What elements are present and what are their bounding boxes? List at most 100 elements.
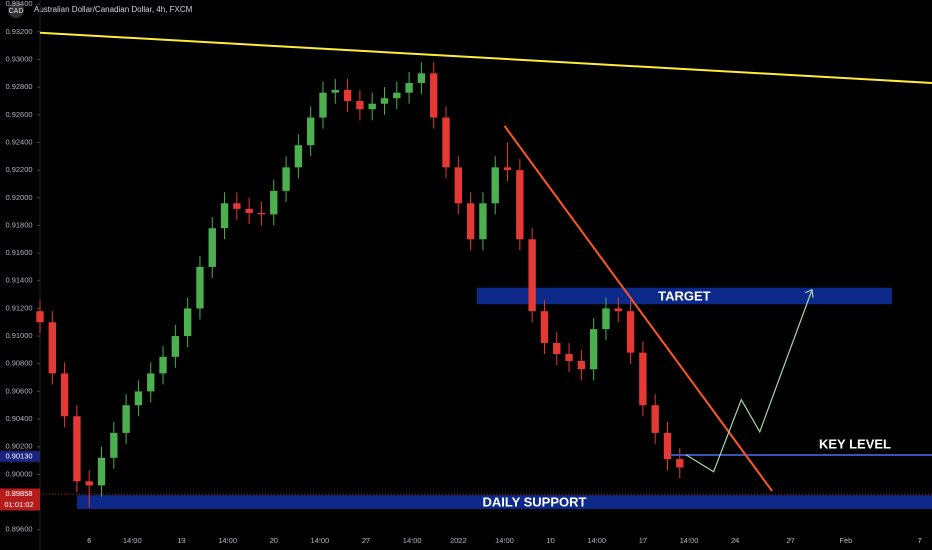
symbol-badge: CAD bbox=[9, 8, 24, 15]
trendline bbox=[39, 31, 932, 84]
projection-path bbox=[685, 289, 813, 473]
y-tick-label: 0.91600 bbox=[5, 248, 32, 257]
candle-body bbox=[233, 203, 241, 209]
candle-body bbox=[319, 92, 327, 118]
y-tick-label: 0.92800 bbox=[5, 82, 32, 91]
candle-body bbox=[417, 73, 426, 83]
y-tick-label: 0.90000 bbox=[5, 469, 32, 478]
candle-body bbox=[380, 98, 389, 104]
candle-body bbox=[220, 203, 229, 229]
candle-body bbox=[540, 311, 549, 343]
candle-body bbox=[306, 117, 315, 146]
candle-body bbox=[491, 167, 499, 204]
y-tick-label: 0.92400 bbox=[5, 137, 32, 146]
price-tag bbox=[0, 450, 40, 462]
x-tick-label: 14:00 bbox=[218, 536, 237, 545]
x-tick-label: 13 bbox=[177, 536, 185, 545]
candle-body bbox=[553, 342, 561, 355]
candle-body bbox=[97, 457, 106, 486]
y-tick-label: 0.92200 bbox=[5, 165, 32, 174]
price-tag-label: 0.89858 bbox=[5, 489, 32, 498]
candle-body bbox=[122, 405, 130, 433]
candle-body bbox=[196, 266, 204, 309]
y-tick-label: 0.90200 bbox=[5, 442, 32, 451]
y-tick-label: 0.90400 bbox=[5, 414, 32, 423]
y-tick-label: 0.93400 bbox=[5, 0, 32, 8]
candle-body bbox=[626, 311, 635, 353]
candle-body bbox=[577, 360, 586, 370]
candle-body bbox=[110, 432, 118, 458]
candle-body bbox=[294, 145, 303, 168]
key-level-label: KEY LEVEL bbox=[819, 436, 891, 451]
candle-body bbox=[147, 373, 155, 392]
candle-body bbox=[73, 416, 81, 482]
price-tag bbox=[0, 488, 40, 511]
candle-body bbox=[466, 203, 475, 240]
candle-body bbox=[208, 228, 216, 267]
y-tick-label: 0.91400 bbox=[5, 276, 32, 285]
candle-body bbox=[405, 82, 413, 93]
candle-body bbox=[183, 308, 192, 337]
x-tick-label: 14:00 bbox=[495, 536, 514, 545]
candle-body bbox=[430, 73, 438, 118]
candle-body bbox=[48, 322, 56, 374]
candle-body bbox=[257, 212, 266, 215]
x-tick-label: 2022 bbox=[450, 536, 467, 545]
y-tick-label: 0.93000 bbox=[5, 54, 32, 63]
symbol-logo bbox=[8, 2, 24, 18]
y-tick-label: 0.91800 bbox=[5, 220, 32, 229]
candle-body bbox=[245, 208, 253, 213]
projection-arrowhead bbox=[804, 288, 814, 298]
candle-body bbox=[159, 356, 167, 374]
x-tick-label: 24 bbox=[731, 536, 739, 545]
candle-body bbox=[676, 459, 684, 468]
zone-label: DAILY SUPPORT bbox=[482, 494, 586, 509]
candle-body bbox=[60, 373, 69, 417]
candle-body bbox=[85, 481, 93, 486]
candle-body bbox=[270, 190, 278, 215]
x-tick-label: 14:00 bbox=[123, 536, 142, 545]
y-tick-label: 0.93200 bbox=[5, 27, 32, 36]
candle-body bbox=[454, 167, 463, 204]
candle-body bbox=[516, 170, 524, 240]
candle-body bbox=[503, 167, 512, 171]
x-tick-label: 14:00 bbox=[587, 536, 606, 545]
countdown: 01:01:02 bbox=[4, 500, 33, 509]
x-tick-label: 17 bbox=[639, 536, 647, 545]
price-tag-label: 0.90130 bbox=[5, 451, 32, 460]
candle-body bbox=[36, 311, 44, 323]
x-tick-label: 10 bbox=[546, 536, 554, 545]
y-tick-label: 0.92600 bbox=[5, 110, 32, 119]
x-tick-label: 7 bbox=[918, 536, 922, 545]
candle-body bbox=[393, 92, 401, 99]
x-tick-label: 14:00 bbox=[680, 536, 699, 545]
candle-body bbox=[331, 89, 339, 93]
candle-body bbox=[368, 103, 376, 110]
y-tick-label: 0.90600 bbox=[5, 386, 32, 395]
candle-body bbox=[663, 432, 672, 460]
x-tick-label: 20 bbox=[270, 536, 278, 545]
chart-title: Australian Dollar/Canadian Dollar, 4h, F… bbox=[34, 5, 193, 14]
zone-label: TARGET bbox=[658, 288, 711, 303]
x-tick-label: 27 bbox=[786, 536, 794, 545]
candle-body bbox=[639, 352, 647, 406]
candle-body bbox=[171, 336, 180, 357]
y-tick-label: 0.92000 bbox=[5, 193, 32, 202]
y-tick-label: 0.89600 bbox=[5, 525, 32, 534]
candle-body bbox=[614, 308, 622, 312]
x-tick-label: Feb bbox=[839, 536, 852, 545]
candle-body bbox=[343, 89, 352, 101]
x-tick-label: 6 bbox=[87, 536, 91, 545]
x-tick-label: 27 bbox=[362, 536, 370, 545]
x-tick-label: 14:00 bbox=[403, 536, 422, 545]
x-tick-label: 14:00 bbox=[311, 536, 330, 545]
candle-body bbox=[589, 329, 598, 370]
y-tick-label: 0.91000 bbox=[5, 331, 32, 340]
candle-body bbox=[134, 391, 143, 406]
zone bbox=[76, 495, 932, 509]
candle-body bbox=[356, 100, 364, 110]
trendline bbox=[503, 125, 773, 492]
